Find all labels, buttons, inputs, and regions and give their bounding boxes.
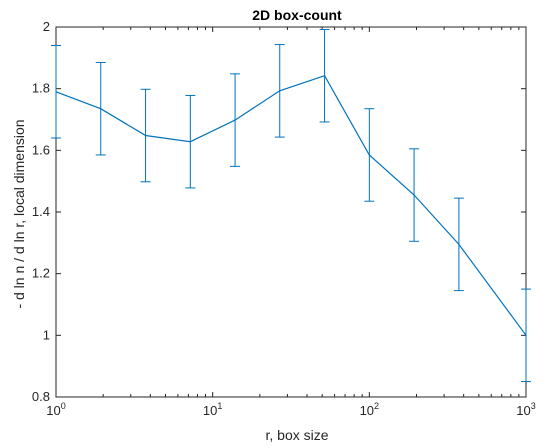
error-bar [230, 73, 241, 167]
x-tick-exponent: 3 [531, 401, 536, 411]
x-tick-label: 102 [360, 401, 379, 418]
x-tick-label: 101 [203, 401, 222, 418]
y-tick-label: 0.8 [32, 389, 50, 404]
x-tick-exponent: 2 [374, 401, 379, 411]
error-bar [140, 88, 151, 183]
x-tick-exponent: 1 [217, 401, 222, 411]
y-axis-label: - d ln n / d ln r, local dimension [11, 119, 27, 308]
chart-title: 2D box-count [252, 7, 342, 23]
x-tick-base: 10 [46, 403, 60, 418]
x-axis-label: r, box size [265, 427, 328, 443]
y-tick-label: 1 [43, 327, 50, 342]
error-bar [51, 45, 61, 139]
x-tick-base: 10 [203, 403, 217, 418]
y-tick-label: 1.6 [32, 142, 50, 157]
error-bar [521, 288, 531, 383]
error-bar [409, 148, 420, 242]
error-bar [319, 28, 330, 123]
error-bar [95, 61, 106, 156]
x-tick-label: 103 [516, 401, 535, 418]
x-tick-base: 10 [516, 403, 530, 418]
x-tick-exponent: 0 [61, 401, 66, 411]
error-bar [274, 44, 285, 138]
y-tick-label: 1.2 [32, 266, 50, 281]
x-tick-label: 100 [46, 401, 65, 418]
plot-frame [55, 26, 527, 398]
series-layer [51, 28, 531, 383]
error-bar [185, 94, 196, 189]
error-bar [364, 108, 375, 202]
y-tick-label: 2 [43, 19, 50, 34]
y-tick-label: 1.4 [32, 204, 50, 219]
x-tick-base: 10 [360, 403, 374, 418]
error-bar [453, 197, 464, 292]
y-tick-label: 1.8 [32, 81, 50, 96]
